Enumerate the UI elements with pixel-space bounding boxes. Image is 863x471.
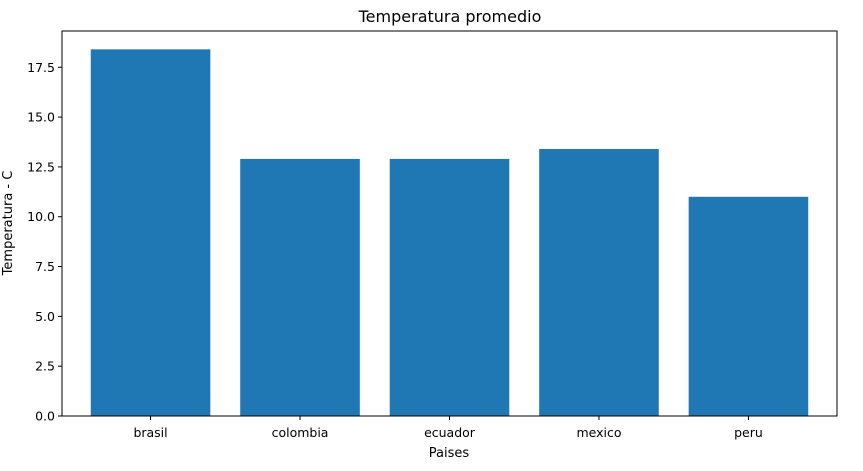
x-tick-label: ecuador xyxy=(424,425,476,440)
x-tick-label: peru xyxy=(734,425,763,440)
x-axis-label: Paises xyxy=(429,446,470,461)
y-tick-label: 17.5 xyxy=(27,60,55,75)
bar-brasil xyxy=(90,49,211,416)
plot-frame xyxy=(61,30,838,417)
x-tick-label: brasil xyxy=(133,425,167,440)
x-ticks-group: brasil colombia ecuador mexico peru xyxy=(133,416,763,440)
bar-mexico xyxy=(539,148,659,416)
y-tick-label: 7.5 xyxy=(35,259,55,274)
chart-title: Temperatura promedio xyxy=(358,7,542,26)
x-tick-label: mexico xyxy=(576,425,621,440)
bar-ecuador xyxy=(389,158,510,416)
bar-peru xyxy=(688,196,809,416)
y-tick-label: 10.0 xyxy=(27,209,55,224)
y-ticks-group: 0.0 2.5 5.0 7.5 10.0 12.5 15.0 17.5 xyxy=(27,60,62,424)
y-axis-label: Temperatura - C xyxy=(1,171,16,277)
x-tick-label: colombia xyxy=(272,425,329,440)
y-tick-label: 0.0 xyxy=(35,409,55,424)
y-tick-label: 5.0 xyxy=(35,309,55,324)
bars-group xyxy=(90,49,809,416)
y-tick-label: 12.5 xyxy=(27,159,55,174)
bar-colombia xyxy=(240,158,360,416)
y-tick-label: 2.5 xyxy=(35,359,55,374)
y-tick-label: 15.0 xyxy=(27,110,55,125)
